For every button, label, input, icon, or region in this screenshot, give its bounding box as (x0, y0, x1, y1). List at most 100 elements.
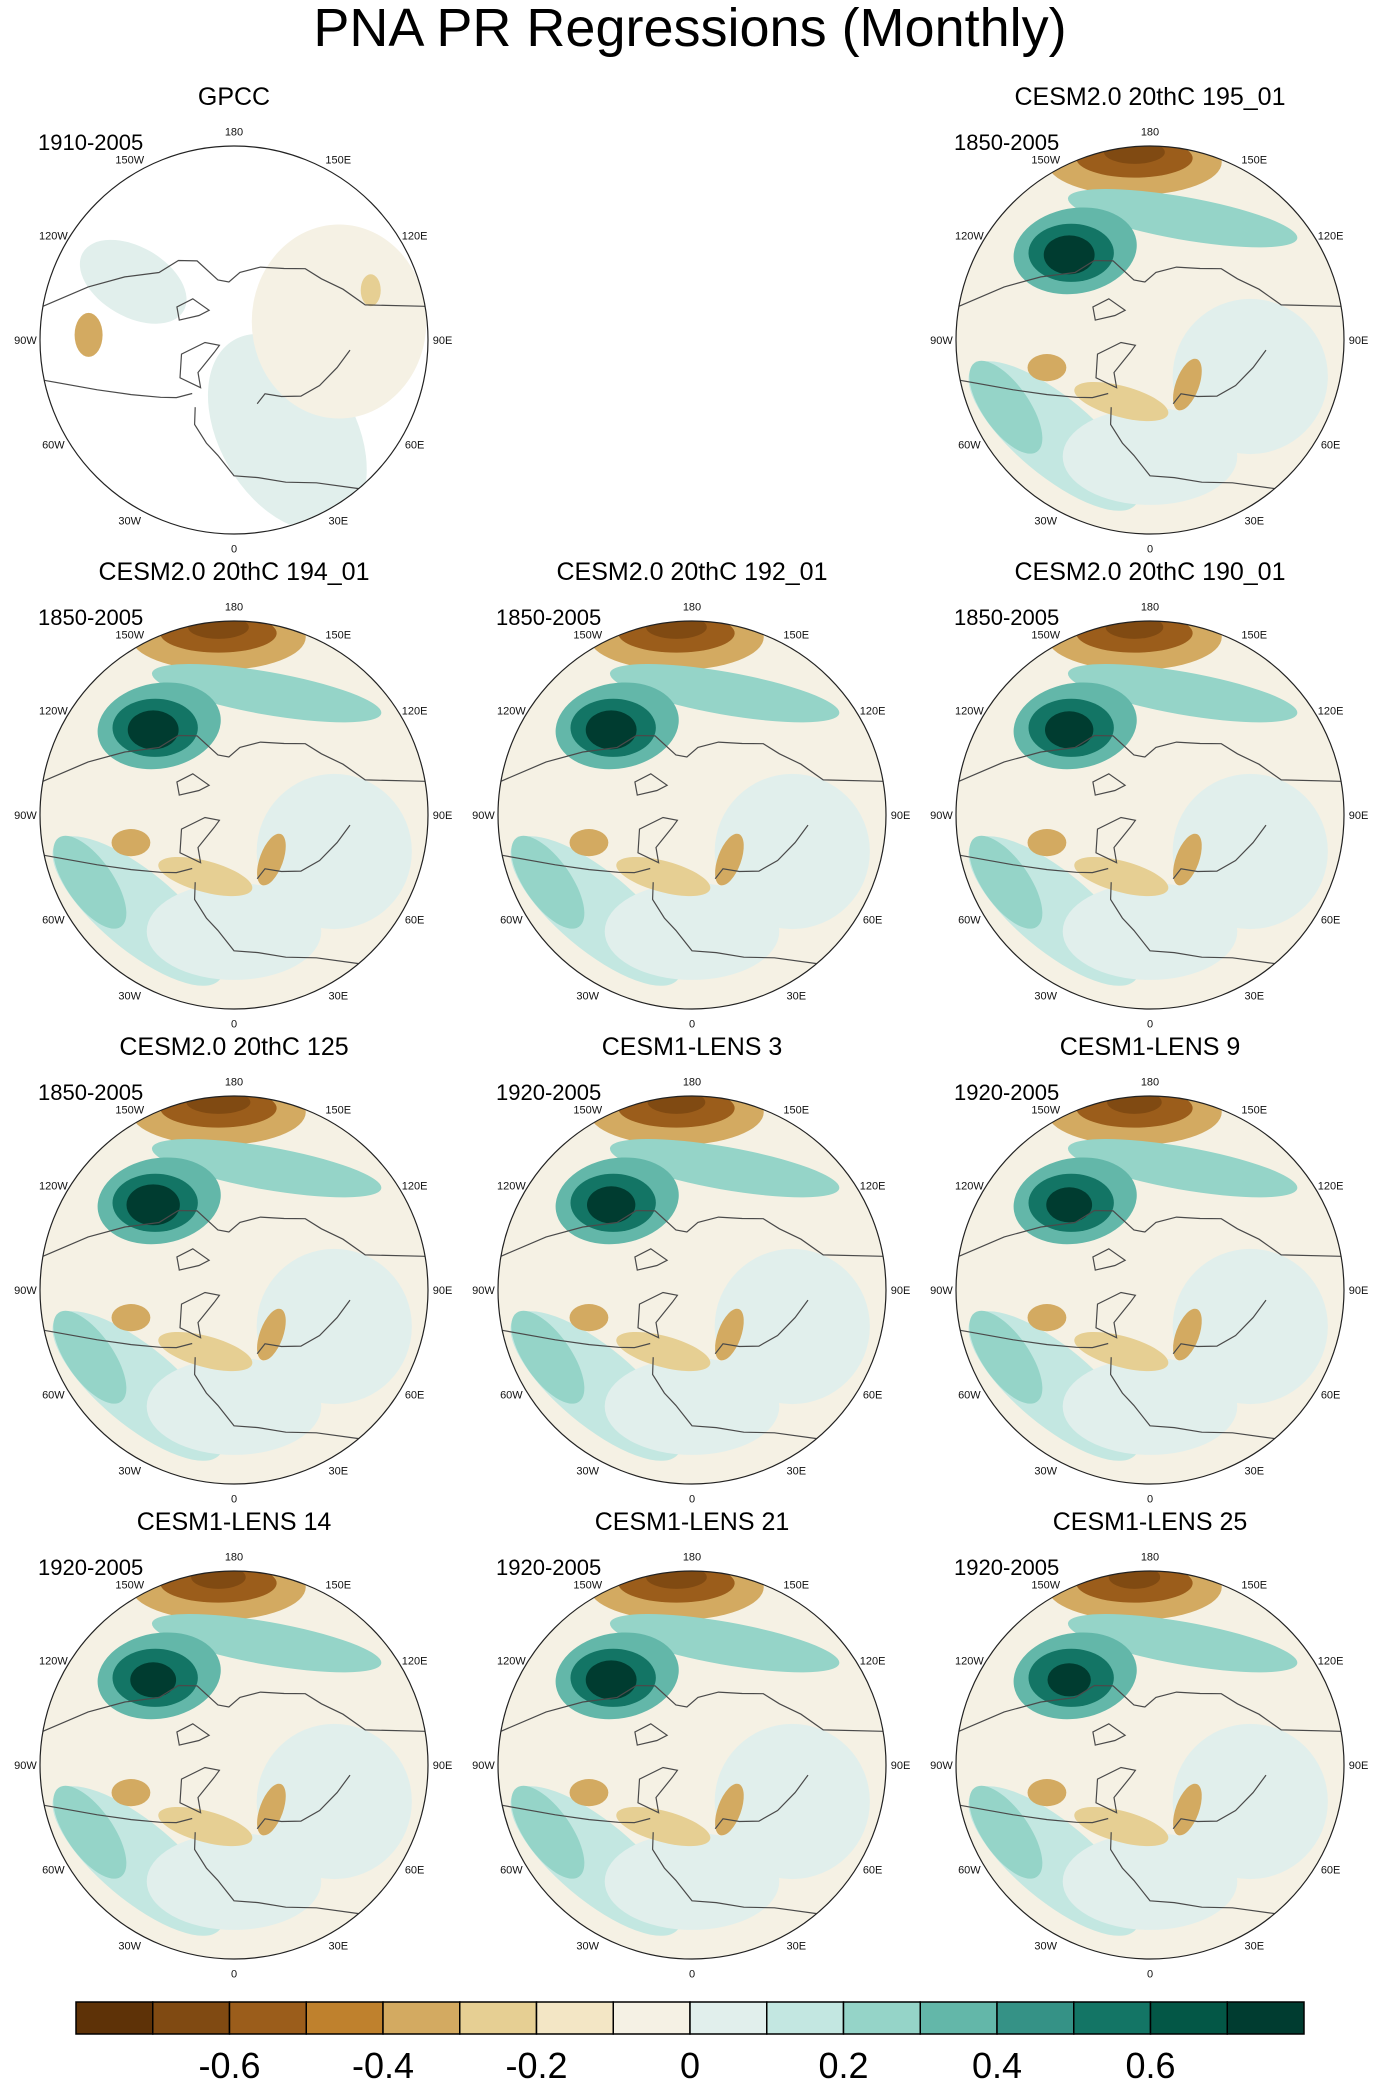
greenland-coast (179, 341, 221, 389)
wet-band (714, 1248, 870, 1405)
precip-field (956, 1096, 1344, 1484)
panel-title: CESM2.0 20thC 125 (119, 1033, 348, 1061)
wet-band (1172, 773, 1328, 930)
coastline (44, 379, 193, 399)
dry-anomaly (158, 1806, 253, 1847)
island-coast (1092, 298, 1127, 321)
longitude-label: 60W (500, 1864, 523, 1876)
panel-title: CESM2.0 20thC 190_01 (1014, 558, 1285, 586)
wet-band (969, 1310, 1043, 1404)
coastline (500, 1209, 884, 1257)
coastlines (42, 1209, 426, 1440)
coastline (960, 379, 1109, 399)
coastline (502, 1804, 651, 1824)
longitude-label: 90E (1349, 1760, 1369, 1772)
panel-title: CESM1-LENS 14 (137, 1508, 332, 1536)
longitude-label: 120W (955, 231, 984, 243)
longitude-label: 180 (225, 601, 243, 613)
coastline (1172, 1299, 1267, 1355)
wet-band (511, 835, 585, 929)
map-border (497, 1095, 887, 1485)
longitude-label: 60W (958, 1389, 981, 1401)
map-border (955, 145, 1345, 535)
wet-band (969, 360, 1043, 454)
wet-band (714, 773, 870, 930)
longitude-label: 0 (231, 1969, 237, 1981)
longitude-label: 150W (1031, 1104, 1060, 1116)
panel-period: 1920-2005 (496, 1080, 601, 1105)
longitude-label: 180 (683, 601, 701, 613)
dry-anomaly (1173, 1783, 1202, 1836)
dry-anomaly (616, 856, 711, 897)
map-panel-lens-14: 180 150E 120E 90E 60E 30E 0 30W 60W 90W 120W 150W CE… (14, 1508, 452, 1981)
longitude-label: 120W (497, 1181, 526, 1193)
longitude-label: 150W (115, 629, 144, 641)
dry-anomaly (1074, 856, 1169, 897)
dry-anomaly (111, 829, 151, 857)
longitude-label: 60E (863, 914, 883, 926)
longitude-label: 60E (1321, 439, 1341, 451)
dry-anomaly (1173, 833, 1202, 886)
longitude-label: 0 (689, 1019, 695, 1031)
island-coast (176, 1723, 211, 1746)
pacific-dry-anomaly (191, 1571, 246, 1589)
coastlines (500, 1684, 884, 1915)
pacific-wet-anomaly (1046, 1187, 1093, 1223)
pacific-wet-anomaly (609, 664, 840, 723)
precip-field (956, 146, 1344, 534)
coastline (44, 1329, 193, 1349)
longitude-label: 60W (500, 1389, 523, 1401)
longitude-label: 120E (1318, 1656, 1344, 1668)
longitude-label: 30W (1034, 991, 1057, 1003)
longitude-label: 30W (576, 1941, 599, 1953)
coastline (502, 854, 651, 874)
dry-anomaly (1027, 1779, 1067, 1807)
map-border (39, 1095, 429, 1485)
map-border (955, 620, 1345, 1010)
dry-anomaly (1027, 1304, 1067, 1332)
pacific-wet-anomaly (585, 1660, 637, 1700)
longitude-label: 90E (433, 335, 453, 347)
pacific-dry-anomaly (646, 621, 707, 639)
longitude-label: 30E (786, 991, 806, 1003)
dry-anomaly (158, 1331, 253, 1372)
land-field (251, 224, 427, 419)
dry-anomaly (111, 1304, 151, 1332)
wet-band (969, 1785, 1043, 1879)
longitude-label: 90W (930, 1760, 953, 1772)
wet-band (511, 1785, 585, 1879)
longitude-label: 120W (955, 1181, 984, 1193)
longitude-label: 150W (573, 1579, 602, 1591)
longitude-label: 150E (783, 1579, 809, 1591)
longitude-label: 60W (958, 439, 981, 451)
longitude-label: 120W (39, 1181, 68, 1193)
coastline (256, 349, 351, 405)
pacific-wet-anomaly (126, 1184, 180, 1226)
longitude-label: 0 (689, 1494, 695, 1506)
dry-anomaly (569, 1779, 609, 1807)
dry-anomaly (1027, 354, 1067, 382)
greenland-coast (1095, 341, 1137, 389)
coastline (42, 1209, 426, 1257)
longitude-label: 90W (14, 810, 37, 822)
island-coast (176, 298, 211, 321)
longitude-label: 0 (1147, 544, 1153, 556)
island-coast (1092, 1248, 1127, 1271)
longitude-label: 90E (433, 1285, 453, 1297)
dry-anomaly (1074, 1806, 1169, 1847)
longitude-label: 0 (689, 1969, 695, 1981)
longitude-label: 150E (325, 1104, 351, 1116)
dry-anomaly (616, 1331, 711, 1372)
longitude-label: 150W (1031, 1579, 1060, 1591)
pacific-dry-anomaly (1104, 146, 1165, 164)
coastline (960, 1804, 1109, 1824)
map-panel-lens-21: 180 150E 120E 90E 60E 30E 0 30W 60W 90W 120W 150W CE… (472, 1508, 910, 1981)
map-panel-lens-9: 180 150E 120E 90E 60E 30E 0 30W 60W 90W 120W 150W CE… (930, 1033, 1368, 1506)
longitude-label: 0 (1147, 1969, 1153, 1981)
longitude-label: 120W (39, 1656, 68, 1668)
longitude-label: 150W (1031, 629, 1060, 641)
pacific-wet-anomaly (1043, 235, 1095, 275)
map-panel-lens-3: 180 150E 120E 90E 60E 30E 0 30W 60W 90W 120W 150W CE… (472, 1033, 910, 1506)
dry-anomaly (257, 1308, 286, 1361)
panel-period: 1910-2005 (38, 130, 143, 155)
